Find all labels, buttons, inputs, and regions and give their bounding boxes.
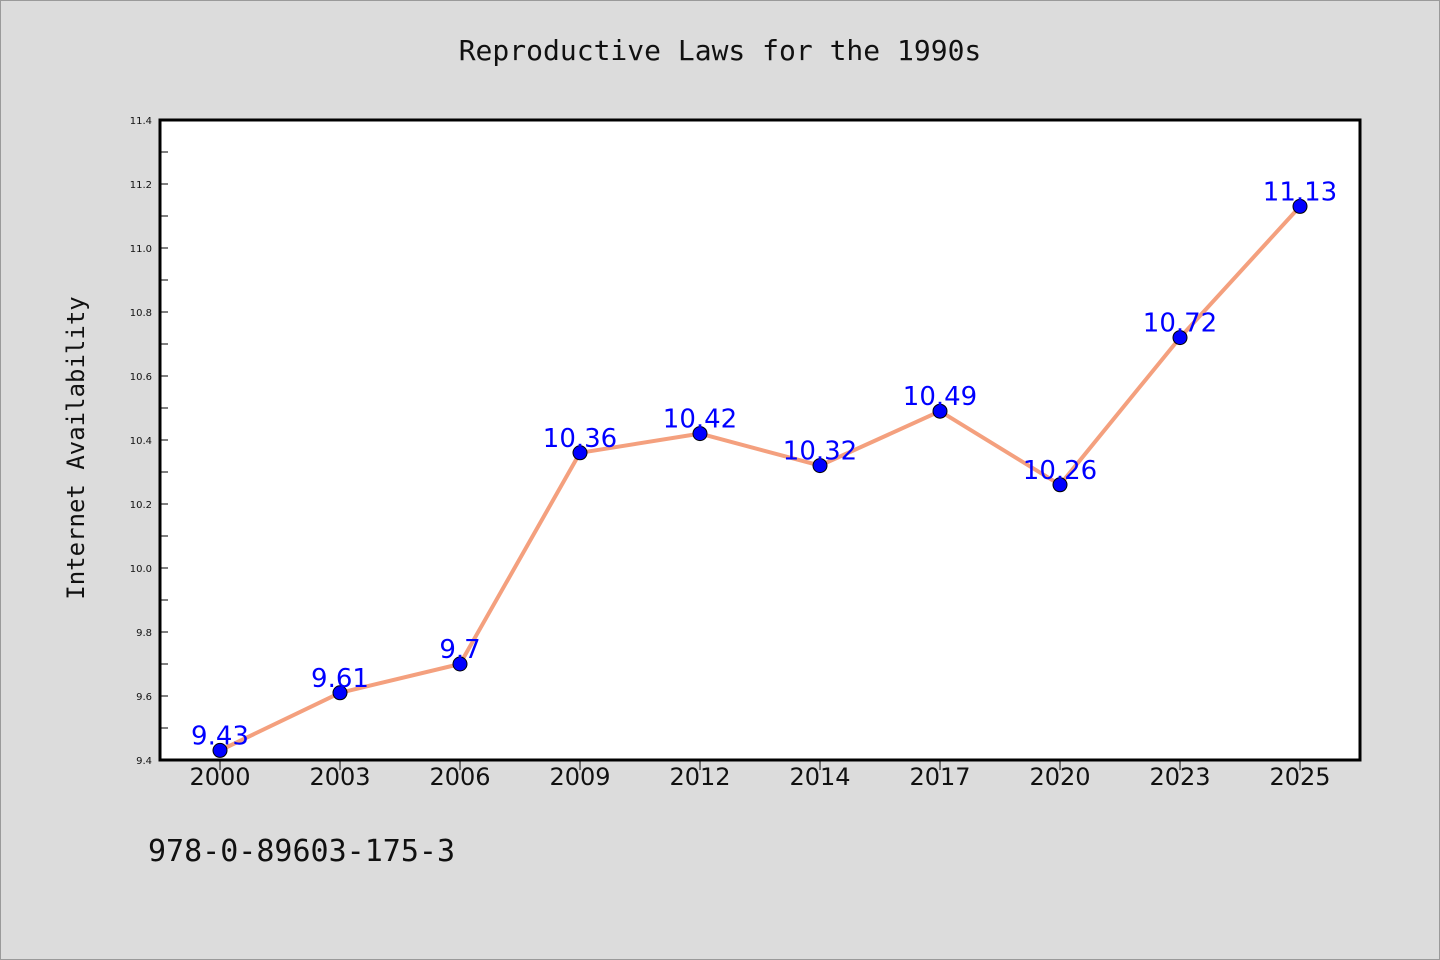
y-axis-label: Internet Availability bbox=[62, 296, 90, 599]
y-tick-label: 9.8 bbox=[136, 628, 152, 639]
x-tick-label: 2012 bbox=[669, 763, 730, 791]
data-points bbox=[212, 198, 1308, 758]
x-axis-ticks: 2000 2003 2006 2009 2012 2014 2017 2020 2023 2025 bbox=[189, 760, 1331, 791]
y-tick-label: 10.6 bbox=[130, 372, 152, 383]
data-label: 9.61 bbox=[311, 664, 369, 694]
series-line bbox=[219, 205, 1302, 753]
data-point bbox=[452, 656, 468, 672]
x-tick-label: 2006 bbox=[429, 763, 490, 791]
data-labels: 9.43 9.61 9.7 10.36 10.42 10.32 10.49 10.26 10.7… bbox=[191, 177, 1337, 751]
x-tick-label: 2014 bbox=[789, 763, 850, 791]
data-label: 9.43 bbox=[191, 721, 249, 751]
data-label: 10.36 bbox=[543, 424, 617, 454]
data-point bbox=[932, 403, 948, 419]
y-tick-label: 9.6 bbox=[136, 692, 152, 703]
plot-area bbox=[160, 120, 1360, 760]
x-tick-label: 2000 bbox=[189, 763, 250, 791]
y-tick-label: 11.0 bbox=[130, 244, 152, 255]
y-axis-ticks: 9.4 9.6 9.8 10.0 10.2 10.4 10.6 10.8 11.0 11.2 11.… bbox=[130, 116, 168, 767]
data-label: 9.7 bbox=[439, 635, 480, 665]
plot-border bbox=[158, 118, 1362, 762]
x-tick-label: 2023 bbox=[1149, 763, 1210, 791]
y-tick-label: 9.4 bbox=[136, 756, 152, 767]
data-label: 11.13 bbox=[1263, 177, 1337, 207]
data-point bbox=[812, 458, 828, 474]
data-point bbox=[1292, 198, 1308, 214]
y-tick-label: 10.4 bbox=[130, 436, 152, 447]
y-tick-label: 10.0 bbox=[130, 564, 152, 575]
y-tick-label: 10.8 bbox=[130, 308, 152, 319]
data-point bbox=[1052, 477, 1068, 493]
y-tick-label: 10.2 bbox=[130, 500, 152, 511]
data-point bbox=[692, 426, 708, 442]
y-tick-label: 11.2 bbox=[130, 180, 152, 191]
x-tick-label: 2009 bbox=[549, 763, 610, 791]
x-tick-label: 2017 bbox=[909, 763, 970, 791]
x-tick-label: 2025 bbox=[1269, 763, 1330, 791]
chart-title: Reproductive Laws for the 1990s bbox=[458, 34, 982, 67]
data-label: 10.72 bbox=[1143, 309, 1217, 339]
data-point bbox=[332, 685, 348, 701]
data-point bbox=[212, 742, 228, 758]
data-point bbox=[1172, 330, 1188, 346]
data-label: 10.42 bbox=[663, 405, 737, 435]
data-label: 10.32 bbox=[783, 437, 857, 467]
x-tick-label: 2003 bbox=[309, 763, 370, 791]
footer-note: 978-0-89603-175-3 bbox=[148, 834, 456, 869]
data-label: 10.26 bbox=[1023, 456, 1097, 486]
data-label: 10.49 bbox=[903, 382, 977, 412]
data-point bbox=[572, 445, 588, 461]
x-tick-label: 2020 bbox=[1029, 763, 1090, 791]
y-tick-label: 11.4 bbox=[130, 116, 152, 127]
